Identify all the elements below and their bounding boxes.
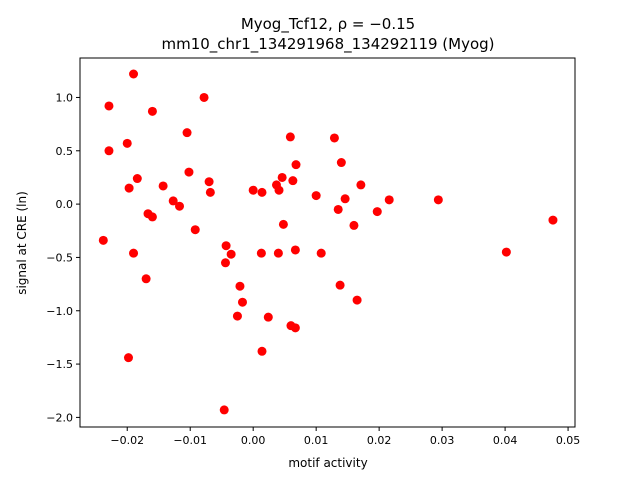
data-point [501, 247, 511, 257]
data-point [340, 194, 350, 204]
plot-frame [79, 57, 576, 428]
data-point [141, 274, 151, 284]
data-point [122, 138, 132, 148]
data-point [175, 201, 185, 211]
data-point [256, 248, 266, 258]
data-point [219, 405, 229, 415]
data-point [98, 235, 108, 245]
data-point [147, 106, 157, 116]
data-point [285, 132, 295, 142]
data-point [263, 312, 273, 322]
data-point [235, 281, 245, 291]
data-point [352, 295, 362, 305]
data-point [184, 167, 194, 177]
data-point [168, 196, 178, 206]
y-tick-label: 0.0 [56, 198, 74, 211]
data-point [548, 215, 558, 225]
data-point [349, 220, 359, 230]
data-point [190, 225, 200, 235]
data-point [220, 258, 230, 268]
data-point [278, 219, 288, 229]
data-point [291, 160, 301, 170]
y-tick-label: −0.5 [46, 251, 73, 264]
x-tick-label: −0.02 [110, 434, 144, 447]
x-tick-label: 0.02 [367, 434, 392, 447]
x-tick-label: −0.01 [173, 434, 207, 447]
chart-title-line1: Myog_Tcf12, ρ = −0.15 [241, 15, 415, 34]
data-point [124, 183, 134, 193]
y-axis-label: signal at CRE (ln) [15, 191, 29, 295]
data-point [237, 297, 247, 307]
data-point [221, 241, 231, 251]
data-point [205, 187, 215, 197]
data-point [277, 172, 287, 182]
data-point [433, 195, 443, 205]
data-point [257, 187, 267, 197]
data-point [123, 353, 133, 363]
data-point [288, 176, 298, 186]
y-tick-label: −2.0 [46, 411, 73, 424]
data-point [257, 346, 267, 356]
data-point [204, 177, 214, 187]
data-point [384, 195, 394, 205]
data-point [147, 212, 157, 222]
x-tick-label: 0.04 [493, 434, 518, 447]
x-tick-label: 0.01 [304, 434, 329, 447]
data-point [226, 249, 236, 259]
data-point [290, 323, 300, 333]
data-point [199, 92, 209, 102]
chart-title-line2: mm10_chr1_134291968_134292119 (Myog) [161, 35, 494, 54]
data-point [316, 248, 326, 258]
data-point [129, 248, 139, 258]
data-point [333, 204, 343, 214]
data-point [104, 146, 114, 156]
data-point [372, 207, 382, 217]
x-tick-label: 0.03 [430, 434, 455, 447]
data-point [182, 128, 192, 138]
data-point [158, 181, 168, 191]
x-tick-label: 0.05 [556, 434, 581, 447]
data-point [248, 185, 258, 195]
y-tick-label: 0.5 [56, 145, 74, 158]
data-point [132, 174, 142, 184]
y-tick-label: −1.0 [46, 305, 73, 318]
data-point [290, 245, 300, 255]
data-point [232, 311, 242, 321]
data-point [311, 191, 321, 201]
data-point [129, 69, 139, 79]
data-point [329, 133, 339, 143]
data-point [104, 101, 114, 111]
x-tick-label: 0.00 [241, 434, 266, 447]
y-tick-label: 1.0 [56, 91, 74, 104]
x-axis-label: motif activity [288, 456, 367, 470]
data-point [273, 248, 283, 258]
data-point [335, 280, 345, 290]
data-point [274, 185, 284, 195]
data-point [356, 180, 366, 190]
y-tick-label: −1.5 [46, 358, 73, 371]
data-point [336, 158, 346, 168]
